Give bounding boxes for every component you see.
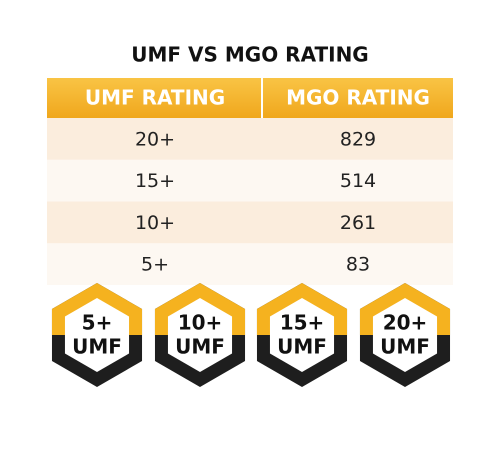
badge-label: UMF xyxy=(72,335,122,359)
badge-inner xyxy=(167,298,233,372)
table-row xyxy=(47,201,453,244)
badge-rating: 10+ xyxy=(178,311,223,335)
badge-label: UMF xyxy=(175,335,225,359)
table-cell: 83 xyxy=(346,254,370,276)
badge-inner xyxy=(372,298,438,372)
table-cell: 15+ xyxy=(135,170,175,192)
table-cell: 20+ xyxy=(135,128,175,150)
table-row xyxy=(47,243,453,285)
badge-label: UMF xyxy=(277,335,327,359)
badge-inner xyxy=(64,298,130,372)
table-cell: 829 xyxy=(340,128,376,150)
table-row xyxy=(47,159,453,202)
table-header xyxy=(47,78,453,118)
table-cell: 514 xyxy=(340,170,376,192)
badge-rating: 5+ xyxy=(82,311,113,335)
header-cell: UMF RATING xyxy=(85,86,225,110)
badge-rating: 20+ xyxy=(383,311,428,335)
table-cell: 10+ xyxy=(135,212,175,234)
table-row xyxy=(47,118,453,160)
table-cell: 261 xyxy=(340,212,376,234)
header-cell: MGO RATING xyxy=(286,86,430,110)
badge-inner xyxy=(269,298,335,372)
badge-rating: 15+ xyxy=(280,311,325,335)
title: UMF VS MGO RATING xyxy=(131,43,368,67)
badge-label: UMF xyxy=(380,335,430,359)
table-cell: 5+ xyxy=(141,254,169,276)
